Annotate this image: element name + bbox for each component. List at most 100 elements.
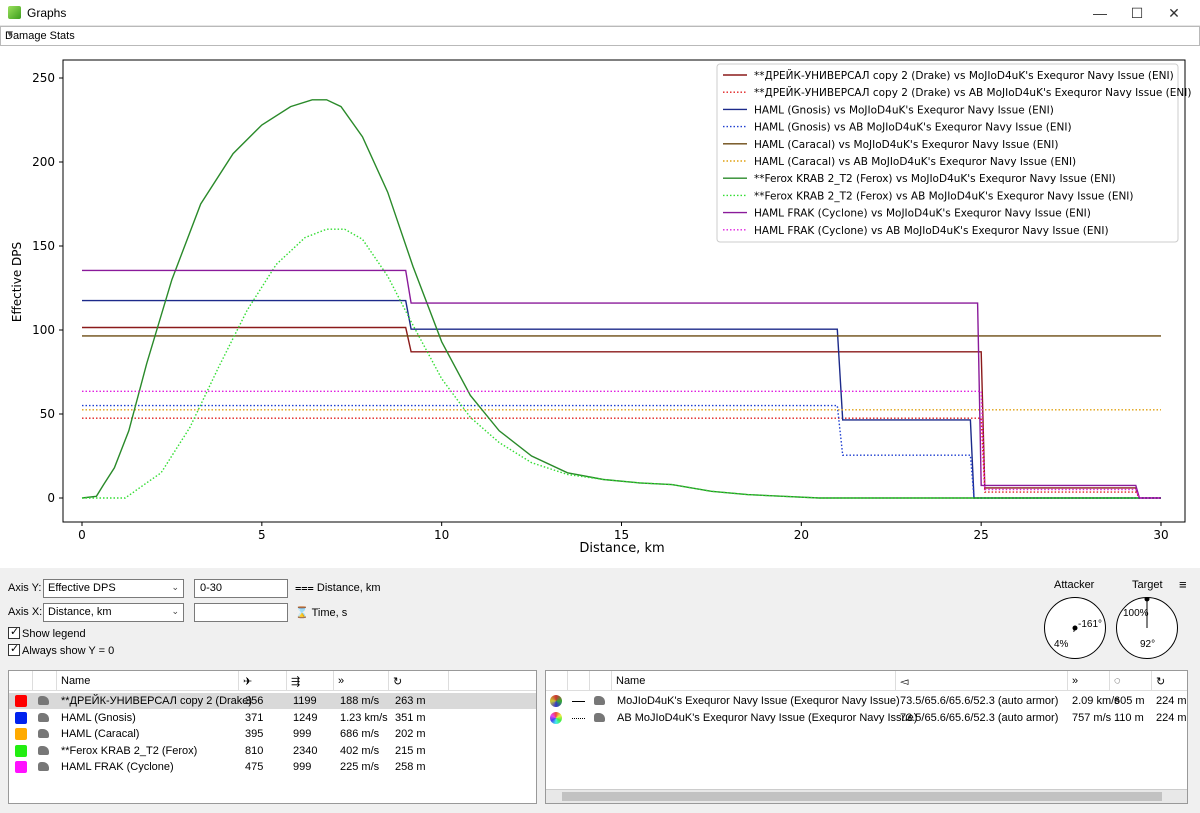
targets-table: Name ◅ » ◌ ↻ MoJIoD4uK's Exequror Navy I… bbox=[545, 670, 1188, 804]
distance-icon: ⩶ bbox=[295, 582, 314, 594]
fit-signature: 215 m bbox=[395, 744, 426, 757]
table-row[interactable]: **Ferox KRAB 2_T2 (Ferox) 810 2340 402 m/s 2… bbox=[9, 743, 536, 759]
fits-table-header: Name ✈ ⇶ » ↻ bbox=[9, 671, 536, 691]
scrollbar-thumb[interactable] bbox=[562, 792, 1162, 801]
targets-table-header: Name ◅ » ◌ ↻ bbox=[546, 671, 1187, 691]
target-profile-icon[interactable] bbox=[550, 695, 562, 707]
checkbox-icon bbox=[8, 625, 20, 639]
show-legend-checkbox[interactable]: Show legend bbox=[8, 625, 86, 640]
fit-dps: 395 bbox=[245, 728, 264, 740]
header-name[interactable]: Name bbox=[612, 671, 896, 691]
header-name[interactable]: Name bbox=[57, 671, 239, 691]
y-axis-label: Effective DPS bbox=[10, 242, 24, 322]
legend-entry: HAML (Gnosis) vs AB MoJIoD4uK's Exequror… bbox=[754, 122, 1072, 134]
graph-type-value: Damage Stats bbox=[5, 30, 75, 42]
fit-speed: 1.23 km/s bbox=[340, 711, 388, 724]
header-radius-icon[interactable]: ↻ bbox=[1152, 671, 1187, 691]
fit-signature: 258 m bbox=[395, 761, 426, 773]
table-row[interactable]: HAML (Gnosis) 371 1249 1.23 km/s 351 m bbox=[9, 710, 536, 726]
fit-volley: 2340 bbox=[293, 744, 318, 757]
attacker-vector-dial[interactable]: -161° 4% bbox=[1044, 597, 1106, 659]
legend-entry: HAML (Gnosis) vs MoJIoD4uK's Exequror Na… bbox=[754, 104, 1054, 116]
x-tick-label: 5 bbox=[258, 528, 266, 542]
app-icon bbox=[8, 6, 21, 19]
target-label: Target bbox=[1132, 579, 1163, 591]
header-color bbox=[9, 671, 33, 691]
table-row[interactable]: MoJIoD4uK's Exequror Navy Issue (Exequro… bbox=[546, 693, 1187, 709]
table-row[interactable]: AB MoJIoD4uK's Exequror Navy Issue (Exeq… bbox=[546, 710, 1187, 726]
legend-entry: **Ferox KRAB 2_T2 (Ferox) vs AB MoJIoD4u… bbox=[754, 190, 1134, 202]
y-tick-label: 250 bbox=[32, 71, 55, 85]
fit-name: HAML FRAK (Cyclone) bbox=[61, 761, 174, 773]
target-signature: 605 m bbox=[1114, 695, 1145, 707]
axis-x-select[interactable]: Distance, km ⌄ bbox=[43, 603, 184, 622]
target-vector-dial[interactable]: 100% 92° bbox=[1116, 597, 1178, 659]
axis-x-label: Axis X: bbox=[8, 606, 43, 618]
close-button[interactable]: ✕ bbox=[1168, 5, 1180, 21]
fit-signature: 263 m bbox=[395, 695, 426, 707]
header-signature-icon[interactable]: ◌ bbox=[1110, 671, 1152, 691]
ship-icon bbox=[38, 696, 49, 705]
table-row[interactable]: **ДРЕЙК-УНИВЕРСАЛ copy 2 (Drake) 356 1199 1… bbox=[9, 693, 536, 709]
header-speed-icon[interactable]: » bbox=[334, 671, 389, 691]
checkbox-icon bbox=[8, 642, 20, 656]
fit-name: HAML (Caracal) bbox=[61, 728, 140, 740]
menu-icon[interactable]: ≡ bbox=[1179, 577, 1187, 592]
fits-table: Name ✈ ⇶ » ↻ **ДРЕЙК-УНИВЕРСАЛ copy 2 (D… bbox=[8, 670, 537, 804]
axis-x-range-unit: ⌛ Time, s bbox=[295, 606, 347, 619]
axis-y-range-input[interactable]: 0-30 bbox=[194, 579, 288, 598]
axis-y-label: Axis Y: bbox=[8, 582, 42, 594]
fit-color-swatch[interactable] bbox=[15, 728, 27, 740]
header-volley-icon[interactable]: ⇶ bbox=[287, 671, 334, 691]
fit-signature: 351 m bbox=[395, 711, 426, 724]
y-tick-label: 0 bbox=[47, 491, 55, 505]
ship-icon bbox=[594, 712, 605, 722]
ship-icon bbox=[38, 729, 49, 738]
target-radius: 224 m bbox=[1156, 695, 1187, 707]
target-profile-icon[interactable] bbox=[550, 711, 562, 724]
fit-volley: 999 bbox=[293, 761, 312, 773]
attacker-vector-needle bbox=[1072, 625, 1078, 632]
show-legend-text: Show legend bbox=[22, 628, 86, 640]
header-signature-icon[interactable]: ↻ bbox=[389, 671, 449, 691]
always-show-zero-checkbox[interactable]: Always show Y = 0 bbox=[8, 642, 114, 657]
target-signature: 110 m bbox=[1114, 711, 1144, 724]
y-tick-label: 100 bbox=[32, 323, 55, 337]
x-tick-label: 15 bbox=[614, 528, 629, 542]
axis-x-range-input[interactable] bbox=[194, 603, 288, 622]
target-name: MoJIoD4uK's Exequror Navy Issue (Exequro… bbox=[617, 695, 900, 707]
fit-color-swatch[interactable] bbox=[15, 711, 27, 724]
maximize-button[interactable]: ☐ bbox=[1130, 5, 1144, 21]
header-ship bbox=[33, 671, 57, 691]
fit-name: **ДРЕЙК-УНИВЕРСАЛ copy 2 (Drake) bbox=[61, 695, 253, 707]
header-dps-icon[interactable]: ✈ bbox=[239, 671, 287, 691]
minimize-button[interactable]: — bbox=[1093, 5, 1107, 21]
attacker-speed: 4% bbox=[1054, 639, 1069, 650]
horizontal-scrollbar[interactable] bbox=[546, 789, 1187, 803]
fit-color-swatch[interactable] bbox=[15, 695, 27, 707]
ship-icon bbox=[594, 696, 605, 705]
window-title: Graphs bbox=[27, 6, 67, 20]
ship-icon bbox=[38, 712, 49, 722]
attacker-label: Attacker bbox=[1054, 579, 1095, 591]
header-speed-icon[interactable]: » bbox=[1068, 671, 1110, 691]
target-resists: 73.5/65.6/65.6/52.3 (auto armor) bbox=[900, 695, 1059, 707]
header-resists-icon[interactable]: ◅ bbox=[896, 671, 1068, 691]
fit-signature: 202 m bbox=[395, 728, 426, 740]
series-line-7 bbox=[82, 228, 1161, 499]
fit-speed: 188 m/s bbox=[340, 695, 380, 707]
axis-y-value: Effective DPS bbox=[48, 582, 116, 594]
x-tick-label: 0 bbox=[78, 528, 86, 542]
chevron-down-icon: ⌄ bbox=[171, 606, 179, 616]
fit-color-swatch[interactable] bbox=[15, 744, 27, 757]
axis-x-range-unit-text: Time, s bbox=[311, 607, 348, 619]
attacker-angle: -161° bbox=[1078, 619, 1103, 630]
fit-color-swatch[interactable] bbox=[15, 761, 27, 773]
axis-y-select[interactable]: Effective DPS ⌄ bbox=[43, 579, 184, 598]
table-row[interactable]: HAML (Caracal) 395 999 686 m/s 202 m bbox=[9, 726, 536, 742]
fit-dps: 475 bbox=[245, 761, 264, 773]
target-name: AB MoJIoD4uK's Exequror Navy Issue (Exeq… bbox=[617, 711, 918, 724]
graph-type-select[interactable]: Damage Stats ▼ bbox=[0, 26, 1200, 46]
x-tick-label: 10 bbox=[434, 528, 449, 542]
table-row[interactable]: HAML FRAK (Cyclone) 475 999 225 m/s 258 m bbox=[9, 759, 536, 775]
